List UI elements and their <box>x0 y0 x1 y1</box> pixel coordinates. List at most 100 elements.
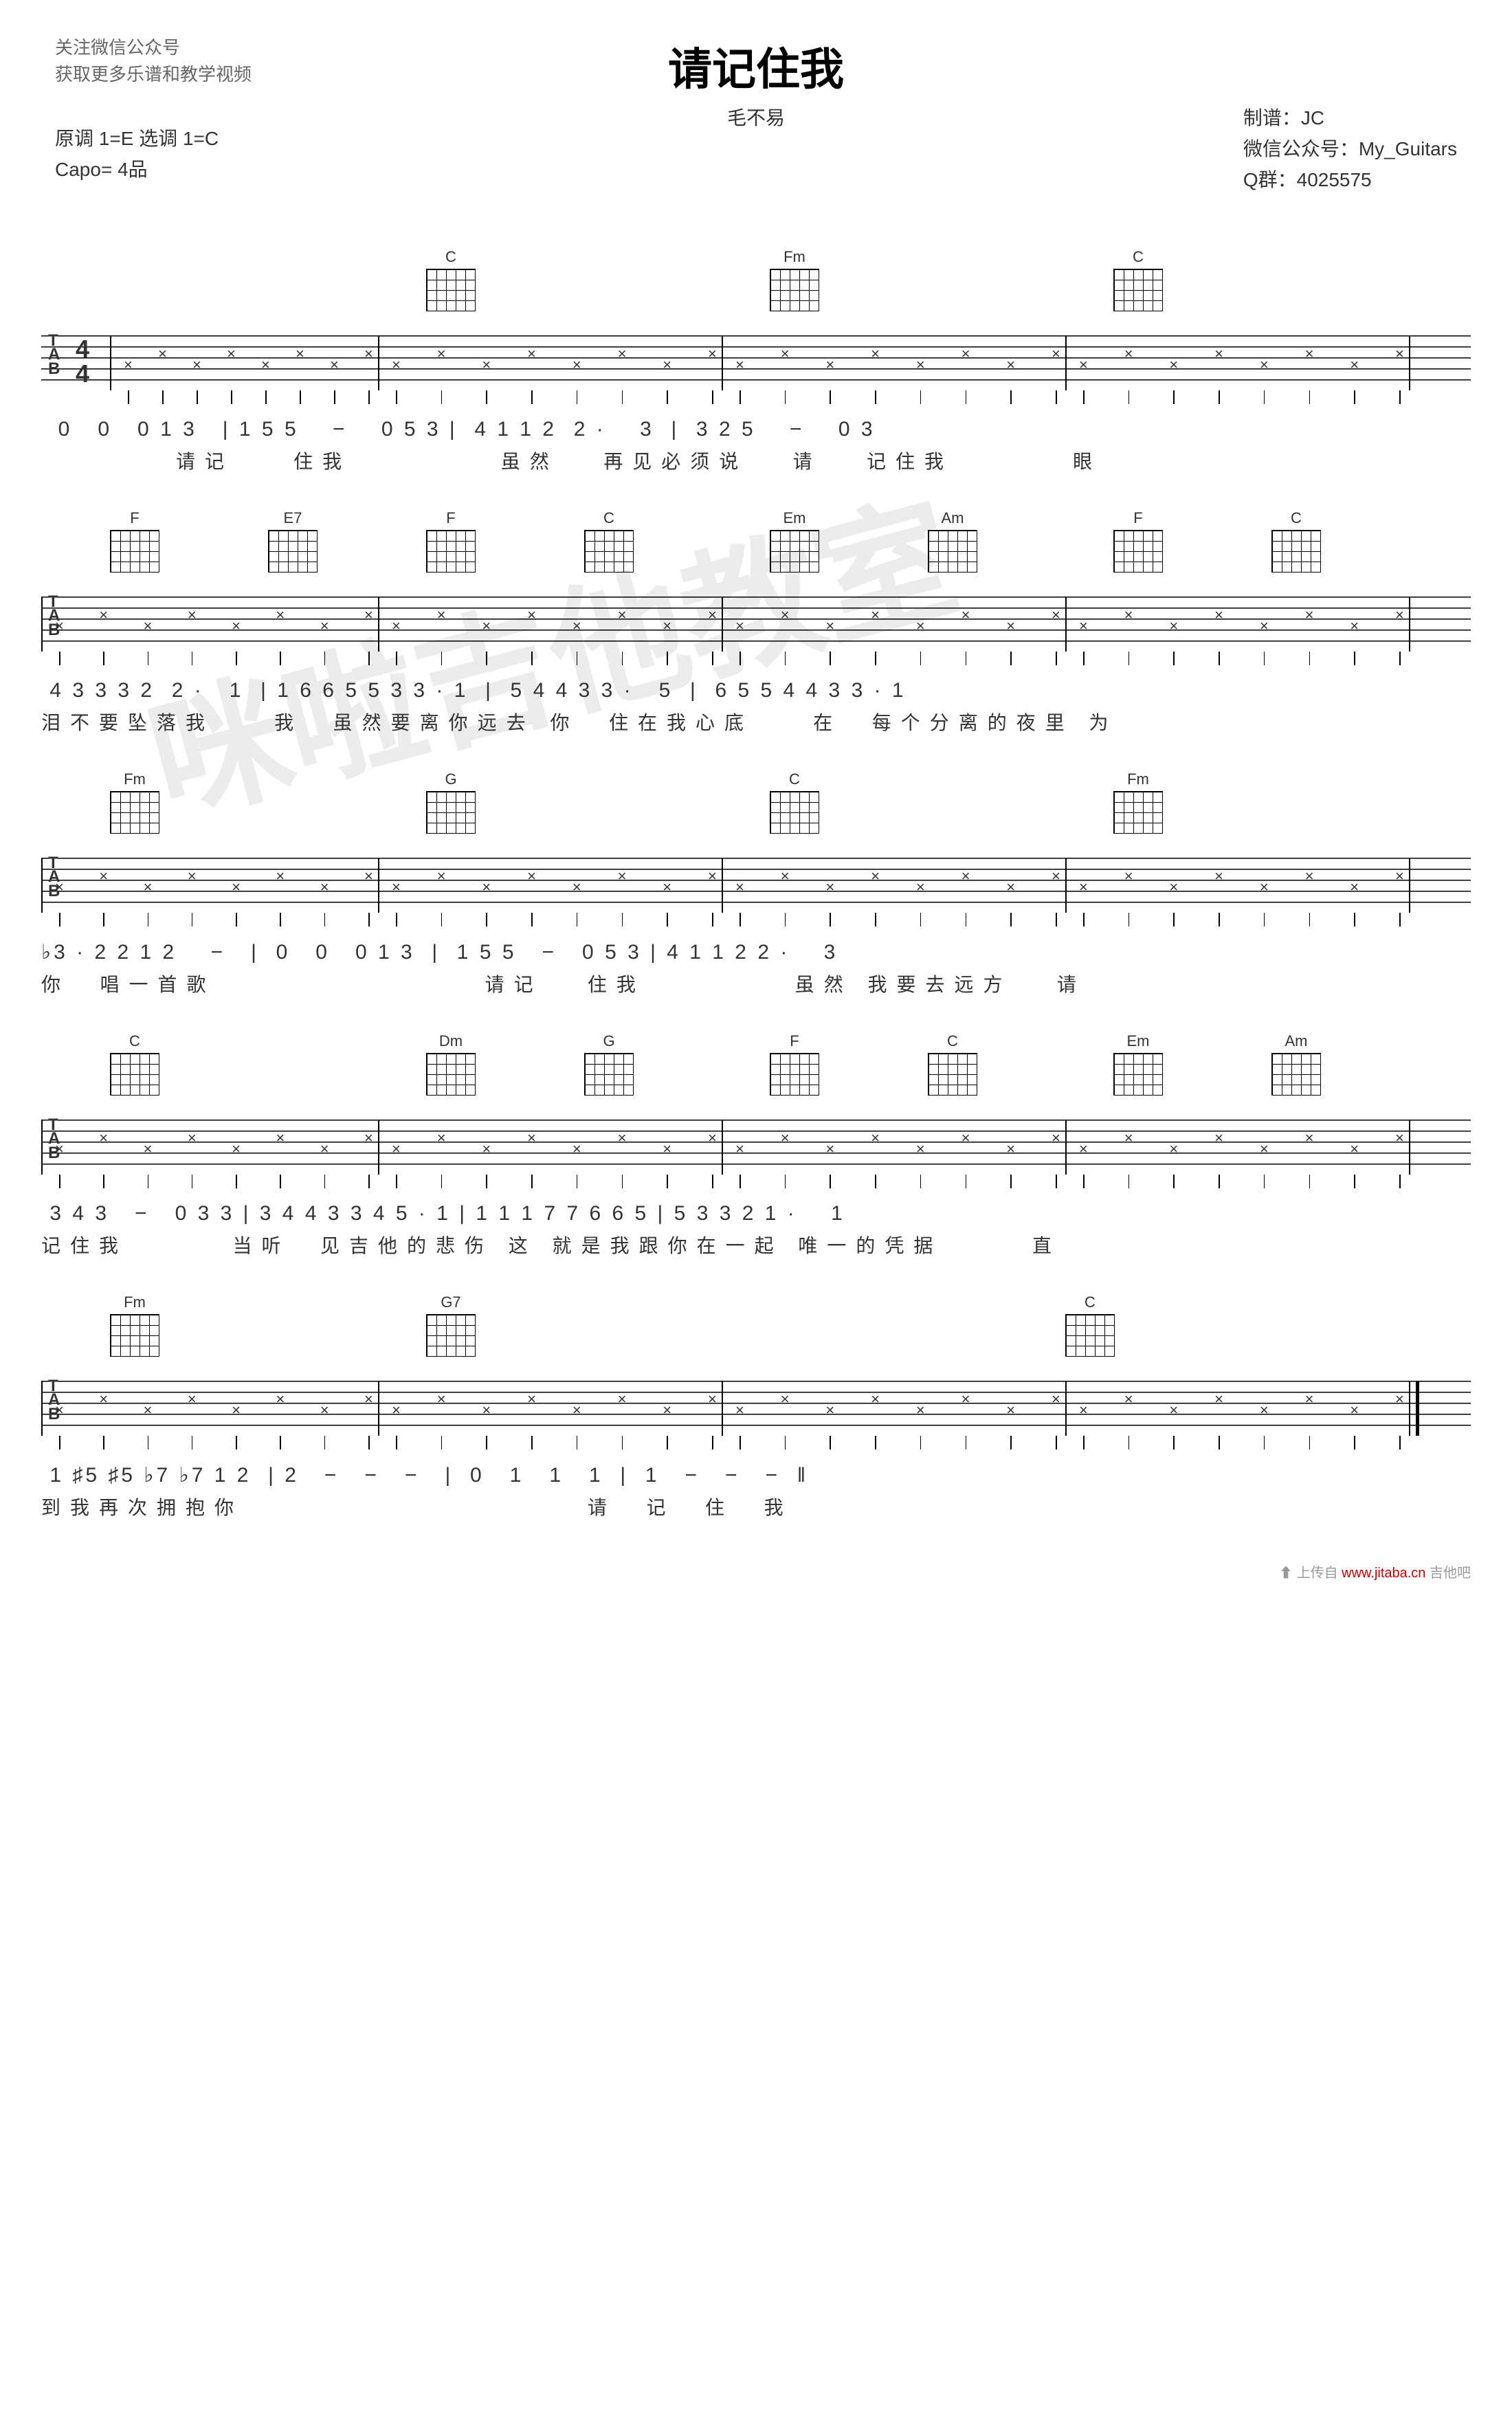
jianpu-notation: 0 0 0 1 3 | 1 5 5 − 0 5 3 | 4 1 1 2 2 · … <box>41 418 1471 441</box>
stem <box>486 1436 487 1449</box>
stem <box>667 652 668 665</box>
strum-mark: × <box>1169 878 1178 896</box>
stem <box>1129 1436 1130 1449</box>
stem <box>1219 913 1220 926</box>
strum-mark: × <box>482 1401 491 1419</box>
strum-mark: × <box>781 606 790 624</box>
stem <box>577 913 578 926</box>
jianpu-notation: 3 4 3 − 0 3 3 | 3 4 4 3 3 4 5 · 1 | 1 1 … <box>41 1202 1471 1225</box>
strum-mark: × <box>825 1140 834 1158</box>
chord-F: F <box>1113 509 1163 577</box>
lyrics: 你 唱一首歌 请记 住我 虽然 我要去远方 请 <box>41 970 1471 997</box>
strum-mark: × <box>527 1390 536 1408</box>
stem <box>712 1436 713 1449</box>
strum-mark: × <box>188 867 197 885</box>
upload-label: 上传自 <box>1297 1566 1338 1581</box>
credit-1: 制谱：JC <box>1243 103 1457 134</box>
stem <box>368 390 370 404</box>
strum-mark: × <box>1052 867 1060 885</box>
stem <box>1056 1175 1057 1188</box>
strum-mark: × <box>232 1401 241 1419</box>
jianpu-notation: ♭3 · 2 2 1 2 − | 0 0 0 1 3 | 1 5 5 − 0 5… <box>41 940 1471 964</box>
strum-mark: × <box>916 1140 925 1158</box>
strum-mark: × <box>572 878 581 896</box>
stem <box>875 913 876 926</box>
lyrics: 请记 住我 虽然 再见必须说 请 记住我 眼 <box>41 447 1471 474</box>
strum-mark: × <box>1214 606 1223 624</box>
barline <box>41 858 43 913</box>
chord-diagram <box>1065 1314 1115 1357</box>
strum-mark: × <box>99 1390 108 1408</box>
strum-mark: × <box>1260 878 1269 896</box>
stem <box>1129 913 1130 926</box>
barline <box>1409 1120 1410 1175</box>
strum-mark: × <box>1124 345 1133 363</box>
site-name: 吉他吧 <box>1430 1566 1471 1581</box>
stem <box>667 1436 668 1449</box>
system-2: FE7FCEmAmFCTAB××××××××××××××××××××××××××… <box>41 515 1471 735</box>
stem <box>103 1436 104 1449</box>
stem <box>192 1175 193 1188</box>
stem <box>785 913 786 926</box>
stem <box>667 1175 668 1188</box>
strum-mark: × <box>1214 867 1223 885</box>
stem <box>966 652 967 665</box>
stem <box>920 390 922 404</box>
strum-mark: × <box>527 345 536 363</box>
strum-mark: × <box>364 1390 373 1408</box>
stem <box>531 652 533 665</box>
barline <box>722 1381 723 1436</box>
stem <box>1010 1175 1012 1188</box>
barline <box>722 597 723 652</box>
stem <box>368 913 370 926</box>
stem <box>59 1436 60 1449</box>
chord-name: Fm <box>110 770 159 788</box>
strum-mark: × <box>158 345 167 363</box>
stem <box>148 652 149 665</box>
strum-mark: × <box>1350 878 1359 896</box>
chord-C: C <box>770 770 819 838</box>
strum-mark: × <box>1052 1129 1060 1147</box>
credit-2: 微信公众号：My_Guitars <box>1243 134 1457 165</box>
strum-mark: × <box>1305 345 1314 363</box>
strum-mark: × <box>781 345 790 363</box>
stem <box>59 913 60 926</box>
strum-mark: × <box>871 606 880 624</box>
strum-mark: × <box>1350 617 1359 635</box>
chord-diagram <box>770 269 819 311</box>
strum-mark: × <box>364 1129 373 1147</box>
stem <box>324 1436 326 1449</box>
strum-mark: × <box>1395 345 1404 363</box>
stem <box>830 913 831 926</box>
strum-mark: × <box>1395 867 1404 885</box>
stem <box>1173 652 1175 665</box>
strum-mark: × <box>1124 867 1133 885</box>
strum-mark: × <box>144 878 153 896</box>
strum-mark: × <box>1006 617 1015 635</box>
strum-mark: × <box>55 1401 64 1419</box>
stem <box>740 1175 741 1188</box>
chord-diagram <box>770 530 819 573</box>
chord-Em: Em <box>770 509 819 577</box>
strum-mark: × <box>276 1390 285 1408</box>
stem <box>396 390 397 404</box>
stem <box>280 1436 281 1449</box>
stem <box>441 1175 443 1188</box>
stem <box>1219 652 1220 665</box>
stem <box>1309 913 1311 926</box>
key-info: 原调 1=E 选调 1=C Capo= 4品 <box>55 124 219 186</box>
stem <box>966 913 967 926</box>
stem <box>1010 390 1012 404</box>
barline <box>378 1120 379 1175</box>
chord-name: C <box>1065 1293 1115 1311</box>
strum-mark: × <box>961 1390 970 1408</box>
chord-name: C <box>426 248 476 266</box>
barline <box>41 1120 43 1175</box>
credits: 制谱：JC 微信公众号：My_Guitars Q群：4025575 <box>1243 103 1457 195</box>
chord-name: Fm <box>1113 770 1163 788</box>
jianpu-notation: 1 ♯5 ♯5 ♭7 ♭7 1 2 | 2 − − − | 0 1 1 1 | … <box>41 1463 1471 1487</box>
strum-mark: × <box>961 606 970 624</box>
chord-G: G <box>426 770 476 838</box>
chord-Em: Em <box>1113 1032 1163 1100</box>
strum-mark: × <box>572 617 581 635</box>
